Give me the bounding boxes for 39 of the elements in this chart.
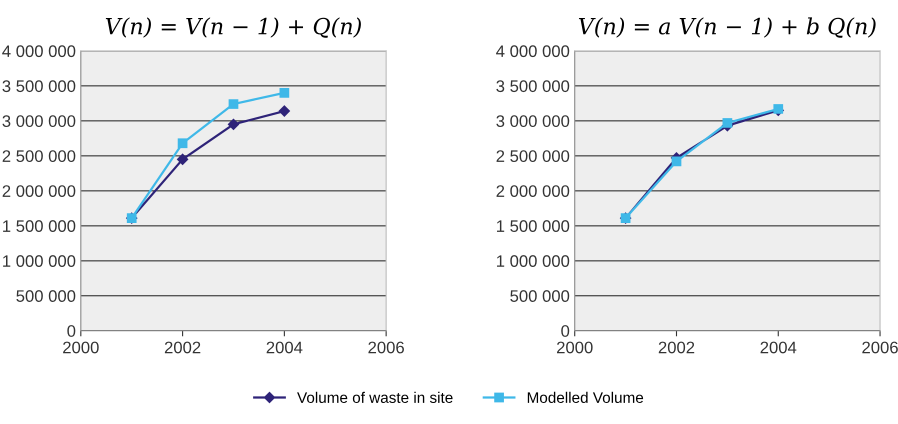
y-tick-label: 500 000 bbox=[510, 290, 570, 302]
point bbox=[178, 138, 188, 148]
x-tick-label: 2004 bbox=[760, 342, 796, 354]
x-tick-label: 2004 bbox=[266, 342, 302, 354]
y-tick-label: 2 500 000 bbox=[496, 150, 570, 162]
x-tick-label: 2002 bbox=[658, 342, 694, 354]
y-tick-label: 1 500 000 bbox=[3, 220, 76, 232]
point bbox=[278, 105, 290, 117]
point bbox=[722, 118, 732, 128]
y-tick-label: 2 000 000 bbox=[2, 185, 76, 198]
y-tick-label: 2 000 000 bbox=[496, 185, 570, 198]
y-tick-label: 1 000 000 bbox=[496, 255, 570, 267]
legend-label: Modelled Volume bbox=[528, 392, 644, 403]
y-tick-label: 1 500 000 bbox=[496, 220, 570, 232]
x-tick-label: 2006 bbox=[862, 342, 898, 354]
y-tick-label: 0 bbox=[561, 325, 570, 337]
y-tick-label: 4 000 000 bbox=[2, 45, 76, 58]
y-tick-label: 1 000 000 bbox=[3, 255, 76, 267]
point bbox=[280, 88, 290, 98]
x-tick-label: 2000 bbox=[63, 342, 99, 354]
x-tick-label: 2002 bbox=[164, 342, 200, 354]
chart-title: V(n) = V(n − 1) + Q(n) bbox=[106, 17, 361, 38]
y-tick-label: 0 bbox=[67, 325, 76, 337]
point bbox=[176, 154, 188, 165]
chart-title: V(n) = a V(n − 1) + b Q(n) bbox=[578, 17, 876, 38]
x-tick-label: 2006 bbox=[368, 342, 404, 354]
point bbox=[773, 104, 784, 114]
y-tick-label: 3 500 000 bbox=[2, 80, 76, 92]
legend-label: Volume of waste in site bbox=[297, 392, 453, 403]
y-tick-label: 4 000 000 bbox=[496, 45, 570, 58]
y-tick-label: 2 500 000 bbox=[2, 150, 76, 162]
point bbox=[672, 156, 682, 166]
y-tick-label: 3 000 000 bbox=[2, 115, 76, 128]
y-tick-label: 500 000 bbox=[16, 290, 76, 302]
y-tick-label: 3 500 000 bbox=[496, 80, 570, 92]
y-tick-label: 3 000 000 bbox=[496, 115, 570, 128]
x-tick-label: 2000 bbox=[557, 342, 593, 354]
point bbox=[228, 118, 240, 130]
point bbox=[228, 99, 238, 109]
